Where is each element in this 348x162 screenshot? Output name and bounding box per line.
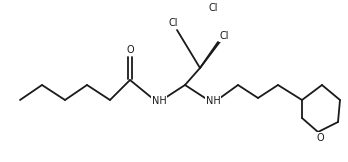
Text: NH: NH <box>152 96 166 106</box>
Text: Cl: Cl <box>220 31 229 41</box>
Text: Cl: Cl <box>168 18 178 28</box>
Text: NH: NH <box>206 96 220 106</box>
Text: O: O <box>126 45 134 55</box>
Text: Cl: Cl <box>208 3 218 13</box>
Text: O: O <box>316 133 324 143</box>
